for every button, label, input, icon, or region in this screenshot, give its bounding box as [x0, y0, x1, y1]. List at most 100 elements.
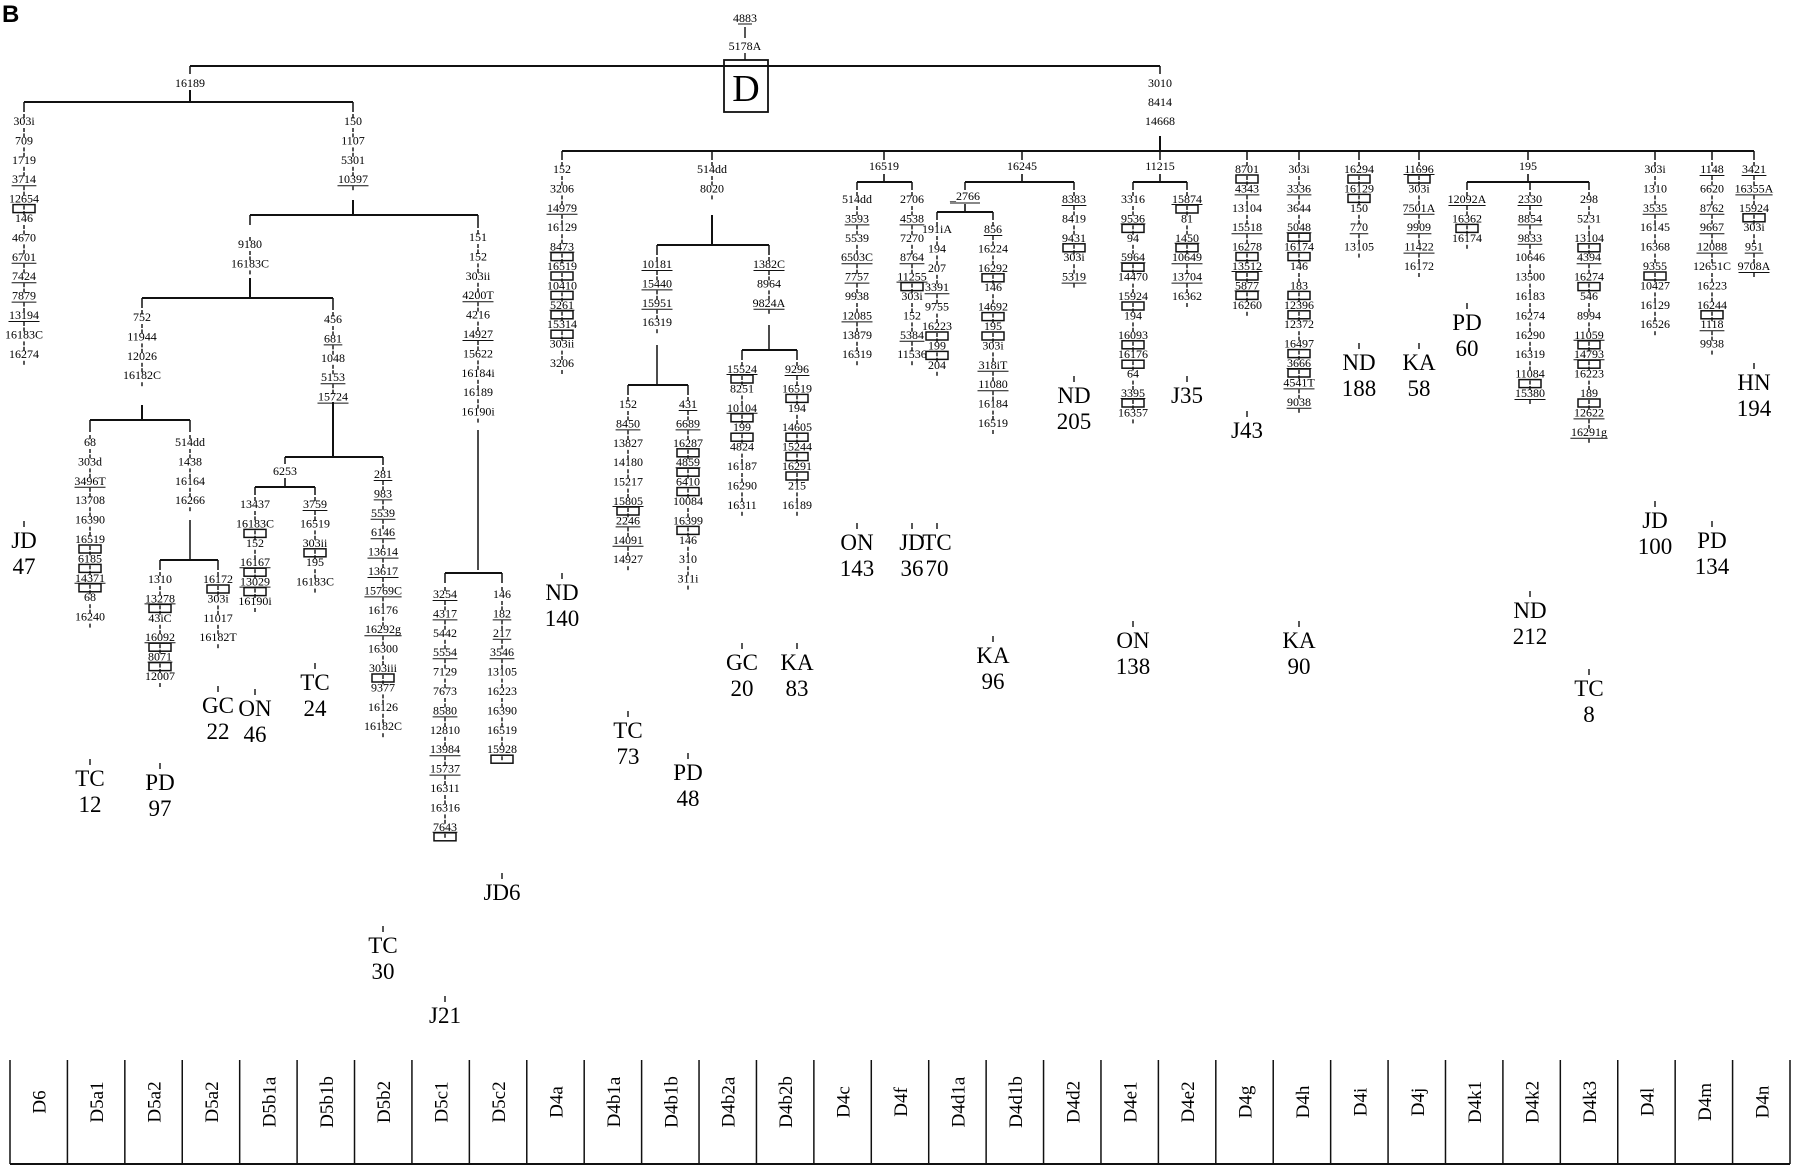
mutation-label: 14927	[613, 552, 643, 566]
mutation-label: 4538	[900, 211, 924, 225]
branch-mutation: 3010	[1148, 76, 1172, 90]
mutation-label: 10181	[642, 257, 672, 271]
population-label: 8	[1583, 702, 1595, 727]
mutation-label: 13029	[240, 575, 270, 589]
mutation-label: 16368	[1640, 240, 1670, 254]
mutation-label: 14979	[547, 201, 577, 215]
mutation-label: 7643	[433, 820, 457, 834]
mutation-label: 16182C	[364, 719, 402, 733]
mutation-label: 9431	[1062, 231, 1086, 245]
population-label: PD	[673, 760, 702, 785]
mutation-label: 8964	[757, 276, 781, 290]
mutation-label: 5554	[433, 645, 457, 659]
mutation-label: 303ii	[303, 536, 328, 550]
haplogroup-label: D4n	[1752, 1085, 1773, 1118]
mutation-label: 9824A	[753, 296, 786, 310]
mutation-label: 16187	[727, 459, 757, 473]
population-label: 22	[207, 719, 230, 744]
mutation-label: 9938	[845, 289, 869, 303]
population-label: 212	[1513, 624, 1548, 649]
mutation-label: 195	[984, 319, 1002, 333]
mutation-label: 16290	[1515, 328, 1545, 342]
mutation-label: 16223	[1574, 367, 1604, 381]
mutation-label: 9833	[1518, 231, 1542, 245]
mutation-label: 8764	[900, 250, 924, 264]
mutation-label: 9755	[925, 300, 949, 314]
mutation-label: 15380	[1515, 386, 1545, 400]
mutation-label: 16278	[1232, 240, 1262, 254]
haplogroup-label: D5a2	[202, 1081, 223, 1122]
mutation-label: 3759	[303, 497, 327, 511]
mutation-label: 9038	[1287, 395, 1311, 409]
mutation-label: 1107	[341, 133, 365, 147]
mutation-label: 15951	[642, 296, 672, 310]
mutation-label: 16167	[240, 555, 270, 569]
mutation-label: 16176	[1118, 347, 1148, 361]
mutation-label: 16355A	[1735, 181, 1774, 195]
mutation-label: 3206	[550, 181, 574, 195]
mutation-label: 7879	[12, 289, 36, 303]
haplogroup-label: D4d1b	[1006, 1076, 1027, 1128]
mutation-label: 8854	[1518, 211, 1542, 225]
mutation-label: 13104	[1574, 231, 1604, 245]
mutation-label: 9536	[1121, 211, 1145, 225]
mutation-label: 9355	[1643, 259, 1667, 273]
mutation-label: 6146	[371, 525, 395, 539]
mutation-label: 16129	[1640, 298, 1670, 312]
mutation-label: 7757	[845, 270, 869, 284]
mutation-label: 311i	[678, 572, 700, 586]
mutation-label: 9180	[238, 237, 262, 251]
mutation-label: 5877	[1235, 278, 1259, 292]
mutation-label: 7129	[433, 665, 457, 679]
mutation-label: 14470	[1118, 270, 1148, 284]
mutation-label: 6410	[676, 475, 700, 489]
population-label: JD	[899, 530, 925, 555]
mutation-label: 16519	[300, 516, 330, 530]
mutation-label: 856	[984, 222, 1002, 236]
mutation-label: 2246	[616, 513, 640, 527]
mutation-label: 16184	[978, 397, 1008, 411]
mutation-label: 16172	[203, 572, 233, 586]
mutation-label: 6701	[12, 250, 36, 264]
mutation-label: 303i	[982, 338, 1004, 352]
mutation-label: 11080	[978, 377, 1008, 391]
mutation-label: 16266	[175, 493, 205, 507]
mutation-label: 1438	[178, 454, 202, 468]
population-label: JD	[11, 528, 37, 553]
mutation-label: 182	[493, 606, 511, 620]
mutation-label: 3546	[490, 645, 514, 659]
population-label: TC	[922, 530, 951, 555]
mutation-label: 16519	[978, 416, 1008, 430]
mutation-label: 2330	[1518, 192, 1542, 206]
mutation-label: 16183C	[296, 575, 334, 589]
population-label: GC	[202, 693, 234, 718]
haplogroup-label: D4e1	[1121, 1081, 1142, 1122]
mutation-label: 3336	[1287, 181, 1311, 195]
mutation-label: 14927	[463, 327, 493, 341]
mutation-label: 16519	[487, 723, 517, 737]
mutation-label: 13879	[842, 328, 872, 342]
mutation-label: 16223	[487, 684, 517, 698]
root-mutation: 4883	[733, 11, 757, 25]
mutation-label: 16183C	[231, 256, 269, 270]
mutation-label: 12026	[127, 349, 157, 363]
mutation-label: 983	[374, 486, 392, 500]
haplogroup-label: D5b1a	[259, 1076, 280, 1127]
population-label: 194	[1737, 396, 1772, 421]
mutation-label: 1048	[321, 351, 345, 365]
mutation-label: 303ii	[550, 337, 575, 351]
mutation-label: 16260	[1232, 298, 1262, 312]
mutation-label: 8071	[148, 650, 172, 664]
population-label: 20	[731, 676, 754, 701]
mutation-label: 8473	[550, 240, 574, 254]
mutation-label: 1148	[1700, 162, 1724, 176]
mutation-label: _2766	[949, 189, 980, 203]
mutation-label: 303i	[1644, 162, 1666, 176]
mutation-label: 752	[133, 310, 151, 324]
mutation-label: 152	[619, 397, 637, 411]
mutation-label: 16390	[75, 513, 105, 527]
mutation-label: 303i	[901, 289, 923, 303]
mutation-label: 16526	[1640, 317, 1670, 331]
mutation-label: 10084	[673, 494, 703, 508]
population-label: 58	[1408, 376, 1431, 401]
